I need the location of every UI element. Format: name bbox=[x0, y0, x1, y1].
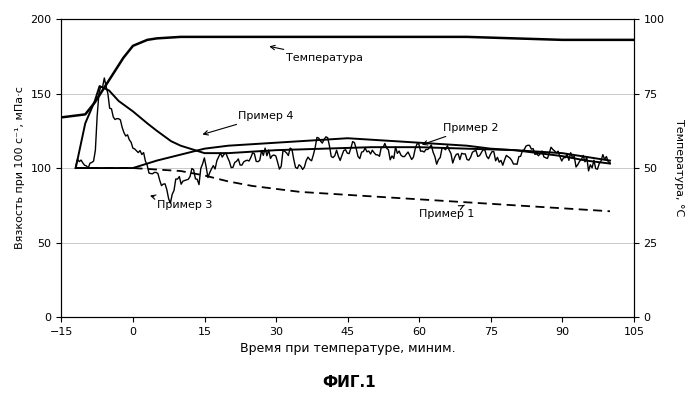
Text: Пример 2: Пример 2 bbox=[423, 123, 498, 145]
Text: ФИГ.1: ФИГ.1 bbox=[323, 375, 376, 390]
Text: Пример 3: Пример 3 bbox=[151, 195, 212, 210]
Y-axis label: Вязкость при 100 с⁻¹, мПа·с: Вязкость при 100 с⁻¹, мПа·с bbox=[15, 87, 25, 249]
Text: Пример 1: Пример 1 bbox=[419, 205, 475, 219]
Y-axis label: Температура, °С: Температура, °С bbox=[674, 119, 684, 217]
X-axis label: Время при температуре, миним.: Время при температуре, миним. bbox=[240, 342, 456, 355]
Text: Температура: Температура bbox=[271, 45, 363, 63]
Text: Пример 4: Пример 4 bbox=[203, 111, 294, 135]
